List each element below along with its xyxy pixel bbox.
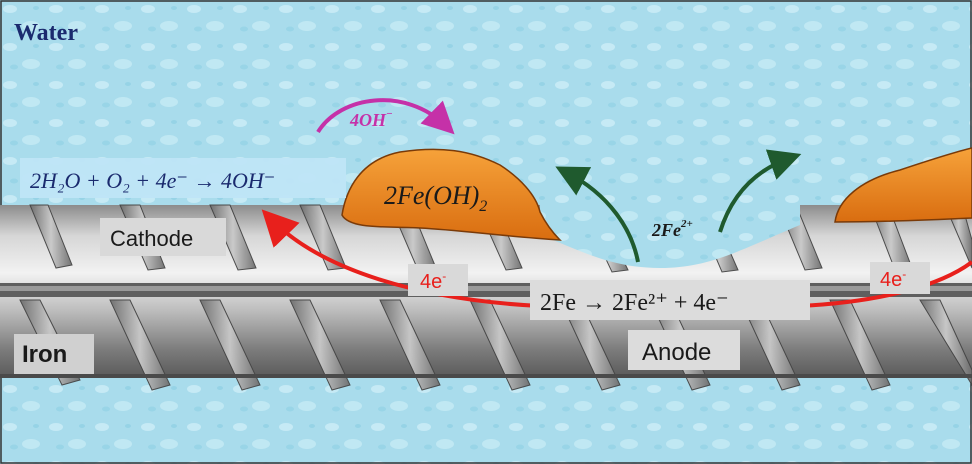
cathode-equation: 2H₂O + O₂ + 4e⁻ → 4OH⁻ <box>30 168 275 193</box>
cathode-equation-box <box>20 158 346 198</box>
hydroxide-arrow <box>316 98 455 135</box>
anode-label: Anode <box>642 339 711 366</box>
electron-label-left-box <box>408 264 468 296</box>
anode-equation-box <box>530 280 810 320</box>
ferrous-ion-label: 2Fe2+ <box>651 218 693 240</box>
water-label: Water <box>14 20 78 46</box>
cathode-label-box <box>100 218 226 256</box>
electron-flow-arrow-left <box>261 209 541 308</box>
rust-deposit-left <box>341 148 562 241</box>
iron-label: Iron <box>22 341 67 368</box>
anode-label-box <box>628 330 740 370</box>
anode-pit <box>540 205 800 268</box>
cathode-label: Cathode <box>110 226 193 251</box>
iron-label-box <box>14 334 94 374</box>
electron-label-right-box <box>870 262 930 294</box>
ferrous-hydroxide-label: 2Fe(OH)2 <box>384 181 487 215</box>
electron-label-right: 4e- <box>880 267 906 291</box>
ferrous-ion-arrow-right <box>718 149 802 233</box>
hydroxide-label: 4OH− <box>349 108 393 130</box>
rust-deposit-right <box>834 147 972 223</box>
ferrous-ion-arrow-left <box>555 166 640 263</box>
electron-label-left: 4e- <box>420 269 446 293</box>
anode-equation: 2Fe → 2Fe²⁺ + 4e⁻ <box>540 290 729 316</box>
